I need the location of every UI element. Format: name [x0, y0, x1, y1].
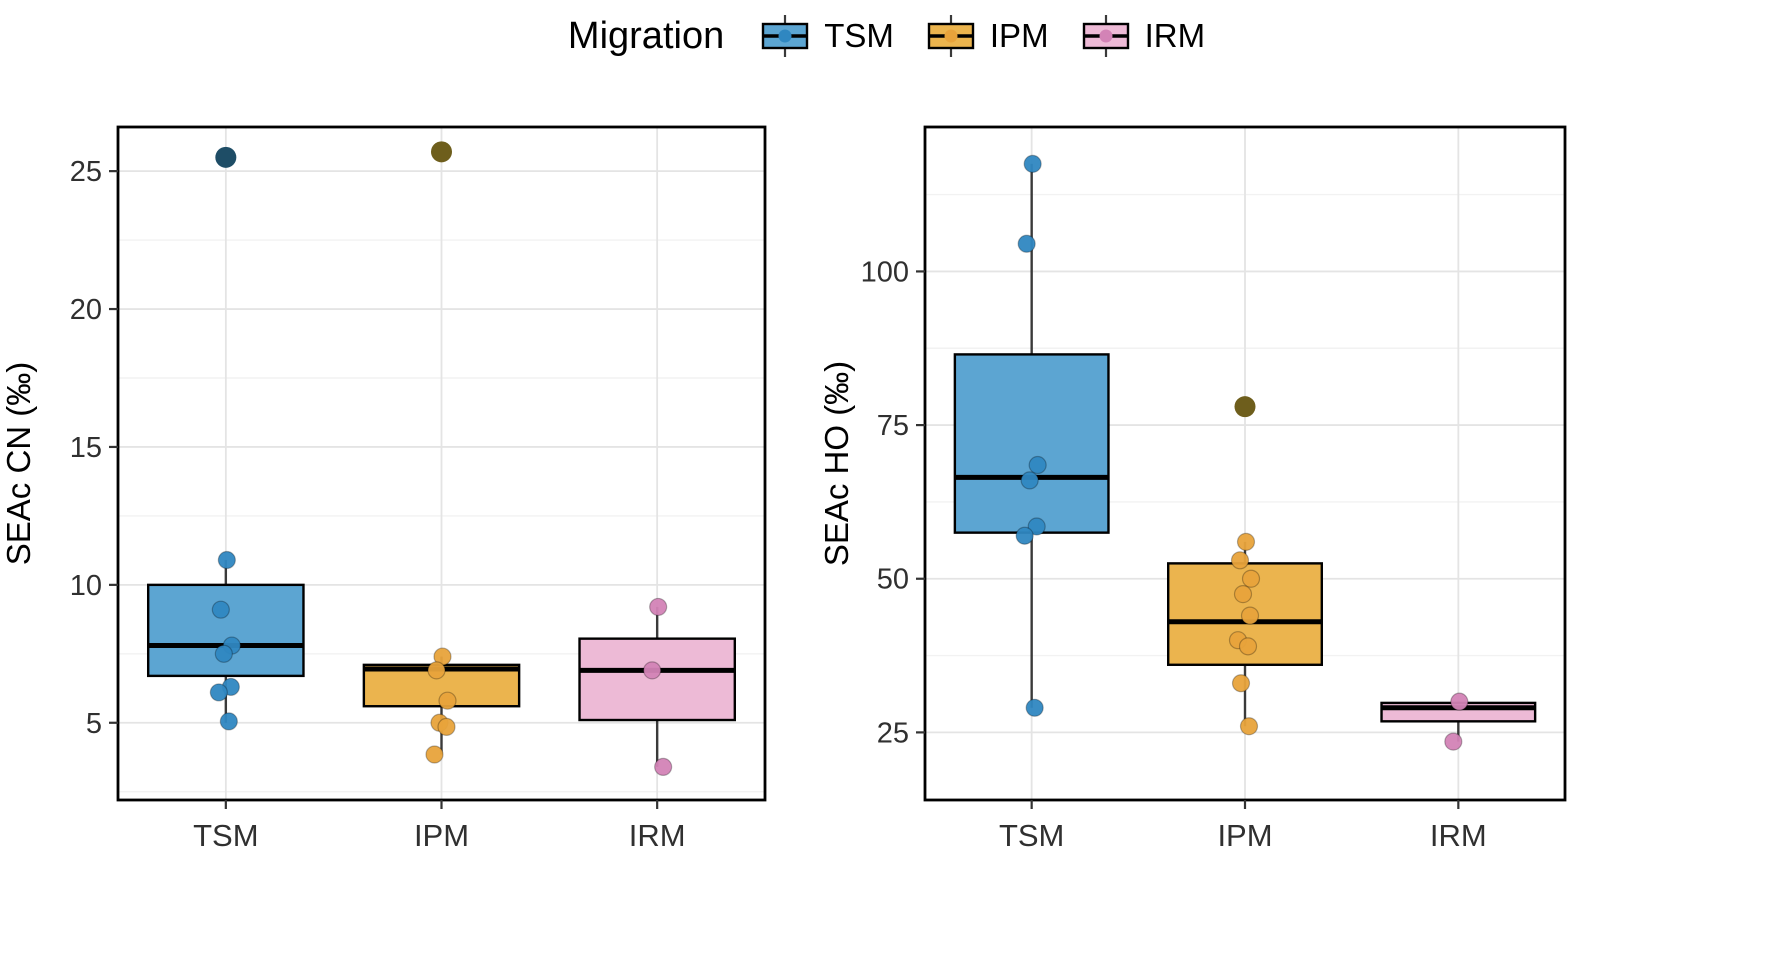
- charts-row: 5 10 15 20 25 TSM IPM IRM SEAc CN (‰) 25 50 75 100 T…: [0, 95, 1773, 957]
- boxplot-seac-ho: 25 50 75 100 TSM IPM IRM SEAc HO (‰): [820, 125, 1567, 853]
- svg-text:10: 10: [70, 570, 102, 602]
- svg-text:50: 50: [877, 564, 909, 596]
- boxplot-key-icon: [1082, 15, 1129, 57]
- boxplot-key-icon: [762, 15, 809, 57]
- legend-items: TSM IPM IRM: [756, 12, 1205, 60]
- svg-text:IRM: IRM: [1430, 818, 1487, 853]
- svg-text:TSM: TSM: [999, 818, 1064, 853]
- svg-text:SEAc CN (‰): SEAc CN (‰): [0, 362, 37, 566]
- svg-text:25: 25: [70, 156, 102, 188]
- boxplot-seac-cn: 5 10 15 20 25 TSM IPM IRM SEAc CN (‰): [0, 125, 767, 853]
- svg-text:20: 20: [70, 294, 102, 326]
- legend-title: Migration: [567, 14, 725, 57]
- svg-text:15: 15: [70, 432, 102, 464]
- legend-item-ipm: IPM: [922, 12, 1049, 60]
- boxplot-key-icon: [927, 15, 975, 57]
- svg-text:IPM: IPM: [414, 818, 469, 853]
- svg-text:5: 5: [86, 708, 102, 740]
- svg-text:75: 75: [877, 410, 909, 442]
- svg-text:TSM: TSM: [193, 818, 258, 853]
- svg-text:IPM: IPM: [1217, 818, 1272, 853]
- legend-item-label: IPM: [989, 17, 1049, 54]
- legend-item-irm: IRM: [1077, 12, 1206, 60]
- svg-text:IRM: IRM: [629, 818, 686, 853]
- legend: Migration TSM IPM IRM: [0, 4, 1773, 68]
- svg-text:SEAc HO (‰): SEAc HO (‰): [820, 361, 855, 566]
- legend-item-label: IRM: [1144, 17, 1206, 54]
- svg-text:25: 25: [877, 717, 909, 749]
- legend-item-tsm: TSM: [756, 12, 894, 60]
- svg-text:100: 100: [861, 256, 909, 288]
- legend-item-label: TSM: [824, 17, 894, 54]
